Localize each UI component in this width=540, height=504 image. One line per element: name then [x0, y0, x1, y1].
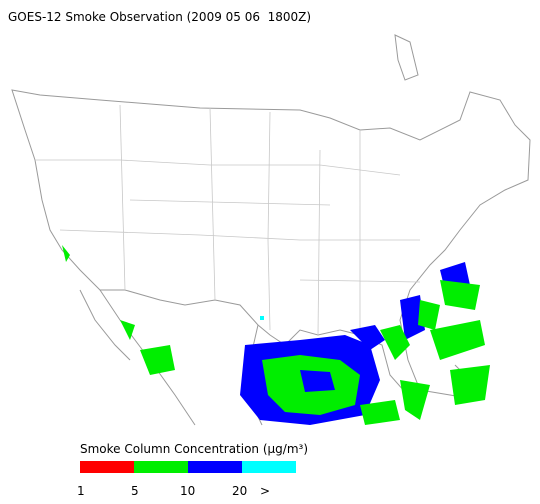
- legend-swatch: [188, 461, 242, 473]
- map-title: GOES-12 Smoke Observation (2009 05 06 18…: [8, 10, 311, 24]
- legend-title: Smoke Column Concentration (μg/m³): [80, 442, 308, 456]
- state-lines: [35, 104, 421, 336]
- smoke-cyan: [260, 316, 264, 320]
- legend-tick-label: 10: [180, 484, 195, 498]
- legend-swatch: [242, 461, 296, 473]
- legend-colorbar: [80, 461, 296, 473]
- legend-swatch: [134, 461, 188, 473]
- greenland-coast: [394, 34, 419, 81]
- smoke-green: [62, 245, 490, 425]
- legend-swatch: [80, 461, 134, 473]
- smoke-blue: [300, 370, 335, 392]
- legend-tick-label: 1: [77, 484, 85, 498]
- smoke: [62, 245, 490, 425]
- legend-tick-label: 20: [232, 484, 247, 498]
- smoke-blue: [350, 262, 470, 350]
- legend-tick-label: >: [260, 484, 270, 498]
- legend-tick-label: 5: [131, 484, 139, 498]
